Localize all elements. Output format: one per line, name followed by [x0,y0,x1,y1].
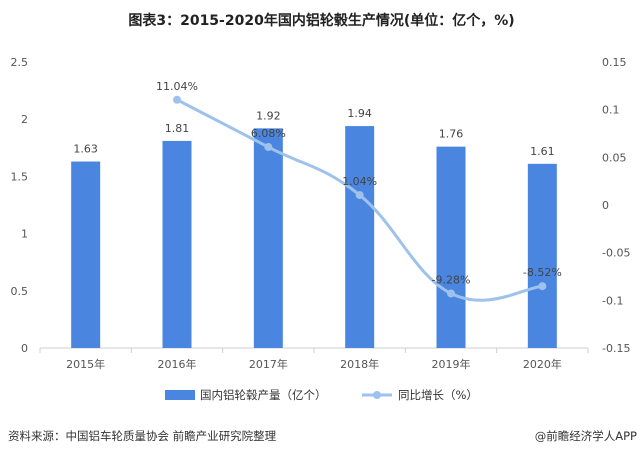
line-point [447,289,455,298]
data-labels: 1.63 1.81 1.92 1.94 1.76 1.61 11.04% 6.08% 1.04%… [73,80,561,287]
right-tick-label: 0.05 [602,151,627,164]
bar [527,163,557,348]
legend-label-line: 同比增长（%） [398,388,478,402]
chart-title: 图表3：2015-2020年国内铝轮毂生产情况(单位：亿个，%) [128,13,515,29]
line-point [264,143,273,152]
x-tick-label: 2016年 [158,357,197,371]
line-value-label: 11.04% [156,80,198,93]
left-tick-label: 2 [21,113,28,126]
bar-value-label: 1.92 [256,109,281,122]
left-tick-label: 1 [21,228,28,241]
footer: 资料来源：中国铝车轮质量协会 前瞻产业研究院整理 @前瞻经济学人APP [0,424,643,452]
x-tick-label: 2020年 [523,357,562,371]
bar [253,128,283,348]
bar-series [71,126,557,349]
right-tick-label: -0.05 [602,247,630,260]
bar [436,146,466,348]
line-value-label: -9.28% [432,273,471,286]
x-tick-label: 2017年 [249,357,288,371]
bar-value-label: 1.76 [439,128,464,141]
bar-value-label: 1.94 [347,107,372,120]
legend-swatch-bar [165,390,195,400]
line-value-label: 6.08% [251,127,286,140]
chart-legend: 国内铝轮毂产量（亿个） 同比增长（%） [165,388,478,402]
bar-value-label: 1.63 [73,143,98,156]
bar [345,126,375,349]
right-tick-label: -0.15 [602,342,630,355]
right-tick-label: -0.1 [602,294,623,307]
left-tick-label: 1.5 [11,170,29,183]
line-series [173,95,547,302]
x-tick-label: 2015年 [66,357,105,371]
source-note: 资料来源：中国铝车轮质量协会 前瞻产业研究院整理 [8,429,277,443]
right-tick-label: 0.15 [602,56,627,69]
bar-value-label: 1.81 [165,122,190,135]
line-point [173,95,181,104]
brand-mark: @前瞻经济学人APP [534,429,637,443]
line-point [538,282,547,291]
line-point [355,191,364,200]
left-tick-label: 0 [21,342,28,355]
x-tick-label: 2019年 [432,357,471,371]
right-tick-label: 0 [602,199,609,212]
line-value-label: 1.04% [342,175,377,188]
bar [162,140,192,348]
left-tick-label: 0.5 [11,285,29,298]
chart-axes: 2015年 2016年 2017年 2018年 2019年 2020年 0 0.5 1 1.5 2 2… [11,56,631,371]
line-value-label: -8.52% [523,266,562,279]
x-tick-label: 2018年 [340,357,379,371]
legend-swatch-marker [373,391,381,399]
left-tick-label: 2.5 [11,56,29,69]
legend-label-bar: 国内铝轮毂产量（亿个） [200,388,327,402]
bar-value-label: 1.61 [530,145,555,158]
bar [71,161,101,348]
right-tick-label: 0.1 [602,104,620,117]
